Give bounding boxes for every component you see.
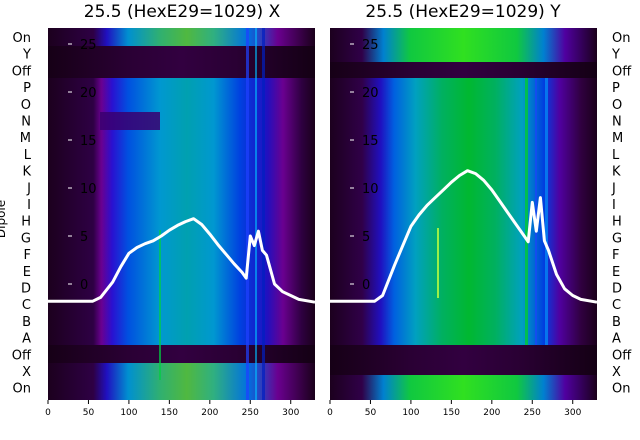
row-label: J bbox=[611, 181, 616, 196]
row-label: X bbox=[612, 365, 621, 380]
y-axis-label: Dipole bbox=[0, 200, 8, 238]
row-label: A bbox=[612, 332, 621, 347]
right-heatmap-off-bottom bbox=[330, 345, 597, 375]
x-tick-label: 50 bbox=[365, 408, 377, 418]
trace-y-tick-label: 25 bbox=[80, 38, 97, 53]
row-label: Off bbox=[12, 348, 32, 363]
x-tick-label: 100 bbox=[120, 408, 137, 418]
row-label: P bbox=[23, 81, 31, 96]
right-heatmap-on-top bbox=[330, 28, 597, 62]
x-tick-label: 0 bbox=[327, 408, 333, 418]
row-label: P bbox=[612, 81, 620, 96]
right-heatmap-main bbox=[330, 28, 597, 400]
x-tick-label: 250 bbox=[524, 408, 541, 418]
x-tick-label: 250 bbox=[242, 408, 259, 418]
row-label: O bbox=[612, 98, 622, 113]
row-label: K bbox=[612, 165, 621, 180]
trace-y-tick-label: 0 bbox=[80, 278, 88, 293]
row-label: On bbox=[612, 31, 630, 46]
row-label: Y bbox=[22, 48, 31, 63]
left-heatmap-off-bottom bbox=[48, 345, 315, 363]
right-heatmap-off-top bbox=[330, 62, 597, 78]
row-label: Y bbox=[611, 48, 620, 63]
row-label: Off bbox=[612, 64, 632, 79]
right-panel: 0 50 100 150 200 250 300 0 5 10 15 20 25 25.5 (HexE2… bbox=[327, 2, 598, 418]
left-heatmap-stripe bbox=[246, 28, 249, 400]
left-heatmap-stripe bbox=[159, 230, 161, 380]
left-panel: 0 50 100 150 200 250 300 0 5 10 15 20 25 25.5 (HexE2… bbox=[45, 2, 316, 418]
row-label: X bbox=[22, 365, 31, 380]
x-tick-label: 0 bbox=[45, 408, 51, 418]
row-label: M bbox=[20, 131, 31, 146]
row-label: B bbox=[22, 315, 31, 330]
left-chart-title: 25.5 (HexE29=1029) X bbox=[84, 2, 281, 22]
trace-y-tick-label: 10 bbox=[362, 182, 379, 197]
x-tick-label: 50 bbox=[83, 408, 95, 418]
row-label: G bbox=[21, 231, 31, 246]
trace-y-tick-label: 5 bbox=[362, 230, 370, 245]
left-heatmap-stripe bbox=[262, 28, 265, 400]
trace-y-tick-label: 15 bbox=[362, 134, 379, 149]
right-heatmap-stripe bbox=[535, 78, 537, 345]
row-label: J bbox=[26, 181, 31, 196]
left-heatmap-dark-patch bbox=[100, 112, 160, 130]
right-heatmap-on-bottom bbox=[330, 375, 597, 400]
row-label: C bbox=[612, 298, 621, 313]
row-label: Off bbox=[12, 64, 32, 79]
row-label: L bbox=[612, 148, 620, 163]
row-label: G bbox=[612, 231, 622, 246]
row-label: H bbox=[21, 215, 31, 230]
trace-line bbox=[48, 217, 316, 304]
trace-y-tick-label: 5 bbox=[80, 230, 88, 245]
row-label: E bbox=[23, 265, 31, 280]
trace-line bbox=[330, 169, 598, 304]
row-label: Off bbox=[612, 348, 632, 363]
row-label: I bbox=[27, 198, 31, 213]
trace-y-tick-label: 25 bbox=[362, 38, 379, 53]
x-tick-label: 100 bbox=[402, 408, 419, 418]
row-label: F bbox=[24, 248, 31, 263]
row-label: H bbox=[612, 215, 622, 230]
x-tick-label: 300 bbox=[564, 408, 581, 418]
trace-y-tick-label: 15 bbox=[80, 134, 97, 149]
row-label: D bbox=[612, 282, 622, 297]
row-label: F bbox=[612, 248, 619, 263]
right-chart-title: 25.5 (HexE29=1029) Y bbox=[365, 2, 561, 22]
trace-y-tick-label: 10 bbox=[80, 182, 97, 197]
row-label: N bbox=[21, 115, 31, 130]
row-label: On bbox=[13, 382, 31, 397]
left-heatmap-main bbox=[48, 28, 315, 400]
right-heatmap-stripe bbox=[525, 78, 528, 345]
trace-y-tick-label: 0 bbox=[362, 278, 370, 293]
row-label: I bbox=[612, 198, 616, 213]
right-heatmap-stripe bbox=[437, 228, 439, 298]
x-tick-label: 150 bbox=[161, 408, 178, 418]
row-label: E bbox=[612, 265, 620, 280]
x-tick-label: 200 bbox=[201, 408, 218, 418]
x-tick-label: 150 bbox=[443, 408, 460, 418]
row-label: A bbox=[22, 332, 31, 347]
row-label: B bbox=[612, 315, 621, 330]
row-label: D bbox=[21, 282, 31, 297]
row-label: L bbox=[24, 148, 32, 163]
right-heatmap-stripe bbox=[545, 78, 548, 345]
x-tick-label: 300 bbox=[282, 408, 299, 418]
row-label: C bbox=[22, 298, 31, 313]
row-label: M bbox=[612, 131, 623, 146]
trace-y-tick-label: 20 bbox=[80, 86, 97, 101]
left-heatmap-off-top bbox=[48, 46, 315, 78]
row-label: K bbox=[22, 165, 31, 180]
row-label: O bbox=[21, 98, 31, 113]
trace-y-tick-label: 20 bbox=[362, 86, 379, 101]
x-tick-label: 200 bbox=[483, 408, 500, 418]
left-heatmap-stripe bbox=[255, 28, 257, 400]
row-label: N bbox=[612, 115, 622, 130]
left-heatmap-on-bottom bbox=[48, 363, 315, 400]
row-label: On bbox=[612, 382, 630, 397]
row-label: On bbox=[13, 31, 31, 46]
